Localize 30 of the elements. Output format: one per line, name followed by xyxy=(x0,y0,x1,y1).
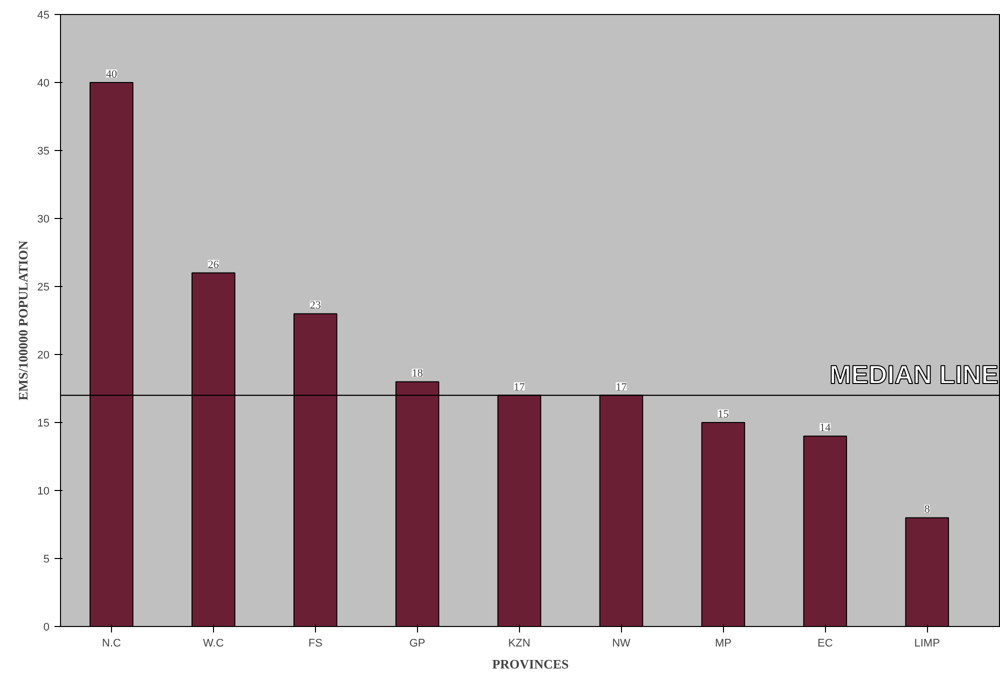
data-label: 23 xyxy=(310,300,322,312)
x-tick-label: EC xyxy=(818,638,833,650)
x-tick-label: MP xyxy=(714,638,732,650)
y-tick-label: 5 xyxy=(43,554,50,566)
y-tick-label: 40 xyxy=(37,78,50,90)
x-axis-title: PROVINCES xyxy=(492,656,569,672)
data-label: 17 xyxy=(514,381,526,394)
x-tick-label: LIMP xyxy=(914,638,940,650)
y-tick-label: 25 xyxy=(37,282,50,294)
y-tick-label: 0 xyxy=(43,622,50,634)
x-tick-label: KZN xyxy=(508,638,530,650)
x-tick-label: FS xyxy=(308,638,322,650)
data-label: 40 xyxy=(106,68,118,80)
data-label: 17 xyxy=(616,381,628,394)
data-label: 26 xyxy=(208,258,220,271)
y-tick-label: 30 xyxy=(37,214,50,226)
x-tick-label: W.C xyxy=(203,638,224,650)
data-label: 8 xyxy=(924,504,930,516)
x-tick-label: N.C xyxy=(102,638,122,650)
y-tick-label: 20 xyxy=(37,350,50,362)
data-label: 15 xyxy=(718,408,730,420)
y-tick-label: 15 xyxy=(37,418,50,430)
y-axis-title: EMS/100000 POPULATION xyxy=(15,240,30,400)
data-label: 14 xyxy=(820,422,832,434)
y-tick-label: 10 xyxy=(37,486,50,498)
x-tick-label: NW xyxy=(612,638,632,650)
x-tick-label: GP xyxy=(409,638,426,650)
data-label: 18 xyxy=(412,368,424,380)
y-tick-label: 35 xyxy=(37,146,50,158)
y-tick-label: 45 xyxy=(37,10,50,22)
